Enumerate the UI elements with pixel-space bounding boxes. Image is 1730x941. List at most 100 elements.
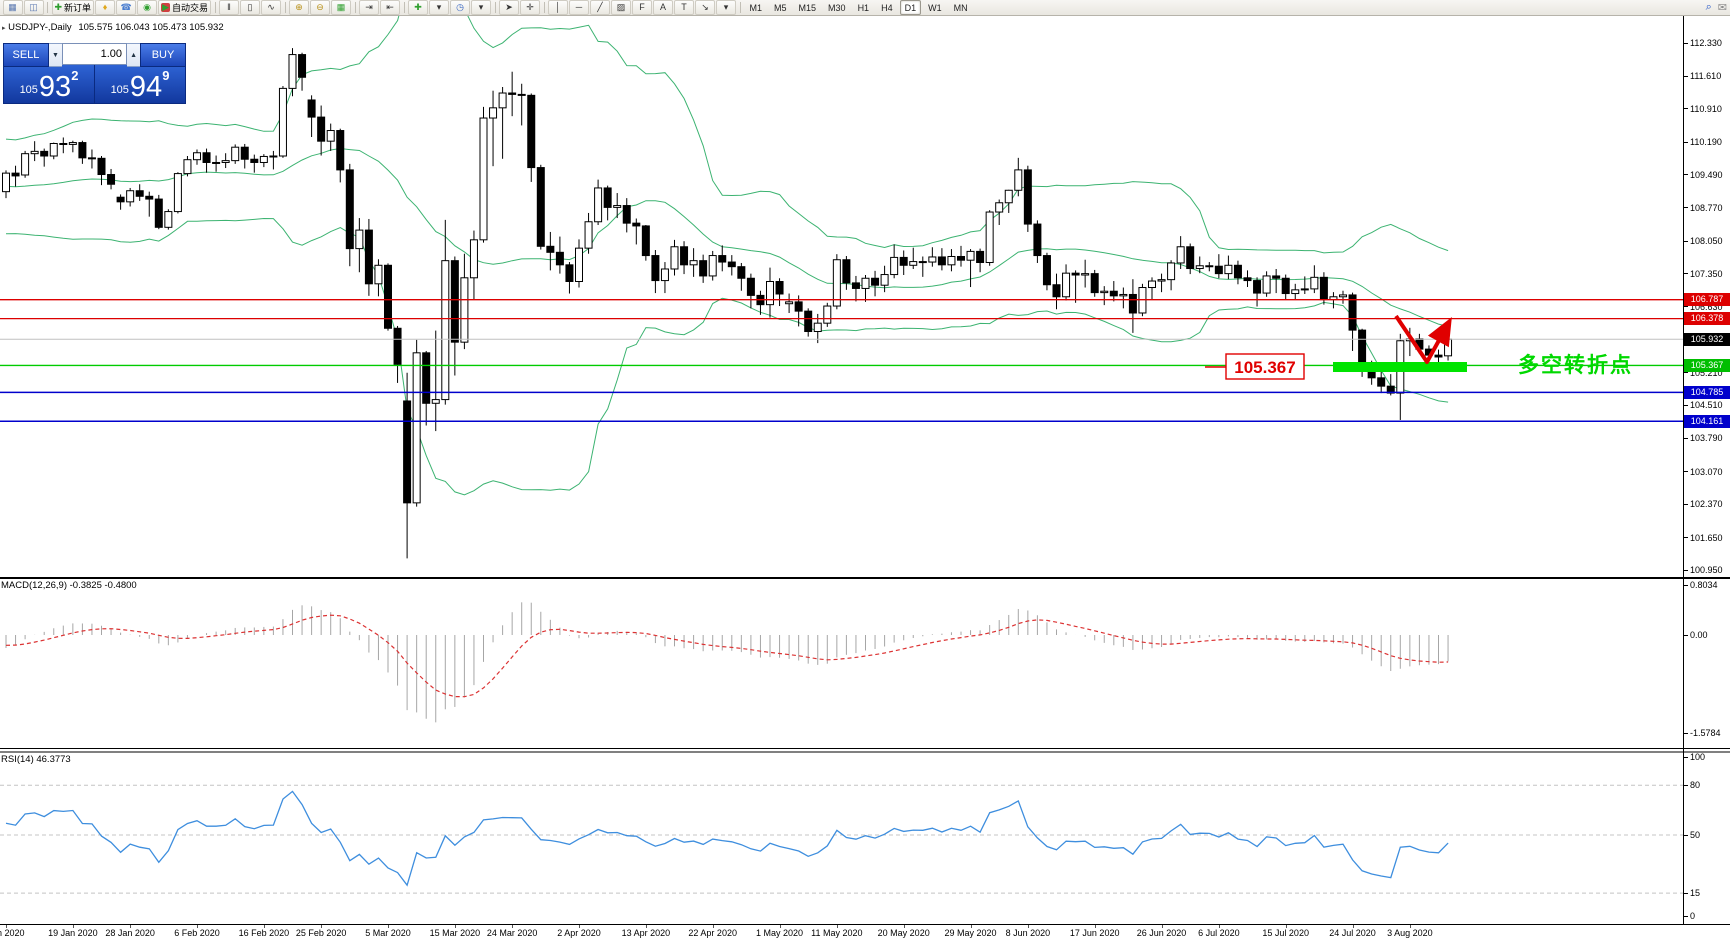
- axis-tick-mark: [1683, 75, 1688, 77]
- axis-tick-mark: [1683, 634, 1688, 636]
- date-tick-label: 11 May 2020: [811, 928, 863, 938]
- date-tick-label: 25 Feb 2020: [295, 928, 347, 938]
- date-tick-label: 3 Aug 2020: [1387, 928, 1433, 938]
- crosshair-icon[interactable]: ✛: [520, 0, 540, 15]
- periods-icon[interactable]: ◷: [450, 0, 470, 15]
- tile-windows-icon: ▦: [336, 2, 346, 12]
- date-tick-mark: [1285, 925, 1287, 928]
- price-line-badge: 105.367: [1684, 358, 1730, 372]
- volume-decrease-button[interactable]: ▼: [48, 43, 62, 67]
- ask-price[interactable]: 105 94 9: [95, 65, 185, 103]
- sell-button[interactable]: SELL: [3, 43, 49, 67]
- cursor-icon[interactable]: ➤: [499, 0, 519, 15]
- channel-icon: ▨: [616, 2, 626, 12]
- date-tick-mark: [1161, 925, 1163, 928]
- arrows-icon: ↘: [701, 2, 709, 12]
- new-chart-icon[interactable]: ▦: [2, 0, 23, 15]
- date-tick-label: 17 Jun 2020: [1069, 928, 1120, 938]
- price-tick-label: 112.330: [1690, 38, 1722, 48]
- line-chart-icon[interactable]: ∿: [261, 0, 281, 15]
- timeframe-m1-button[interactable]: M1: [749, 2, 763, 13]
- price-line-badge: 106.378: [1684, 312, 1730, 326]
- indicators-icon[interactable]: ✚: [408, 0, 428, 15]
- ask-pipette: 9: [162, 68, 170, 83]
- trendline-icon[interactable]: ╱: [590, 0, 610, 15]
- zoom-out-icon[interactable]: ⊖: [310, 0, 330, 15]
- axis-tick-mark: [1683, 569, 1688, 571]
- axis-tick-mark: [1683, 537, 1688, 539]
- rsi-axis-label: 100: [1690, 752, 1706, 762]
- timeframe-d1-button[interactable]: D1: [899, 0, 922, 15]
- fibonacci-icon[interactable]: F: [632, 0, 652, 15]
- cursor-icon: ➤: [505, 2, 513, 12]
- duster-icon[interactable]: ♦: [95, 0, 116, 15]
- text-icon[interactable]: A: [653, 0, 673, 15]
- time-axis-border: [0, 924, 1730, 925]
- toolbar-separator: [47, 2, 48, 13]
- date-tick-label: 6 Feb 2020: [174, 928, 220, 938]
- new-order-button[interactable]: ✚ 新订单: [51, 0, 95, 15]
- chart-profiles-icon: ◫: [29, 2, 38, 12]
- axis-tick-mark: [1683, 108, 1688, 110]
- date-tick-mark: [970, 925, 972, 928]
- axis-tick-mark: [1683, 141, 1688, 143]
- signals-icon[interactable]: ◉: [137, 0, 158, 15]
- note-text-cn[interactable]: 多空转折点: [1518, 353, 1633, 377]
- chat-icon[interactable]: ✉: [1717, 2, 1727, 14]
- timeframe-mn-button[interactable]: MN: [953, 2, 968, 13]
- price-tick-label: 110.190: [1690, 137, 1722, 148]
- signals-icon: ◉: [143, 2, 151, 12]
- timeframe-h4-button[interactable]: H4: [881, 2, 893, 13]
- price-tick-label: 106.630: [1690, 301, 1723, 312]
- arrows-dropdown[interactable]: ▾: [716, 0, 736, 15]
- timeframe-h1-button[interactable]: H1: [857, 2, 870, 13]
- price-callout-box[interactable]: [1225, 353, 1305, 380]
- bollinger-middle-band: [5, 147, 1449, 327]
- arrows-icon[interactable]: ↘: [695, 0, 715, 15]
- volume-input[interactable]: [62, 43, 127, 65]
- volume-increase-button[interactable]: ▲: [127, 43, 141, 67]
- reversal-arrow[interactable]: [1394, 314, 1452, 364]
- channel-icon[interactable]: ▨: [611, 0, 631, 15]
- toolbar-separator: [739, 2, 741, 13]
- chart-shift-icon[interactable]: ⇤: [380, 0, 400, 15]
- autotrade-button[interactable]: ▶ 自动交易: [158, 0, 211, 15]
- date-tick-mark: [1352, 925, 1354, 928]
- price-tick-label: 108.770: [1690, 202, 1723, 213]
- date-tick-label: 2 Apr 2020: [557, 928, 601, 938]
- rsi-axis-label: 50: [1690, 830, 1701, 840]
- bar-chart-icon[interactable]: ‖: [219, 0, 239, 15]
- price-callout-text: 105.367: [1234, 358, 1295, 377]
- date-tick-mark: [903, 925, 905, 928]
- axis-tick-mark: [1683, 756, 1688, 758]
- tile-windows-icon[interactable]: ▦: [331, 0, 351, 15]
- date-tick-mark: [72, 925, 74, 928]
- timeframe-m15-button[interactable]: M15: [798, 2, 817, 13]
- zoom-in-icon[interactable]: ⊕: [289, 0, 309, 15]
- indicators-dropdown[interactable]: ▾: [429, 0, 449, 15]
- date-tick-label: 22 Apr 2020: [688, 928, 737, 938]
- vline-icon: │: [555, 2, 561, 12]
- timeframe-w1-button[interactable]: W1: [928, 2, 942, 13]
- axis-tick-mark: [1683, 471, 1688, 473]
- timeframe-m30-button[interactable]: M30: [828, 2, 846, 13]
- macd-axis-label: -1.5784: [1690, 728, 1721, 739]
- auto-scroll-icon[interactable]: ⇥: [359, 0, 379, 15]
- trendline-icon: ╱: [597, 2, 603, 12]
- timeframe-m5-button[interactable]: M5: [774, 2, 787, 13]
- support-highlight-bar[interactable]: [1333, 362, 1467, 372]
- periods-dropdown[interactable]: ▾: [471, 0, 491, 15]
- vline-icon[interactable]: │: [548, 0, 568, 15]
- search-icon[interactable]: ⌕: [1705, 1, 1712, 13]
- macd-signal-line: [5, 614, 1449, 698]
- candlestick-chart-icon[interactable]: ▯: [240, 0, 260, 15]
- candles-layer: [2, 48, 1453, 559]
- chart-profiles-icon[interactable]: ◫: [23, 0, 44, 15]
- bid-price[interactable]: 105 93 2: [4, 65, 94, 103]
- support-icon[interactable]: ☎: [116, 0, 137, 15]
- label-icon[interactable]: T: [674, 0, 694, 15]
- buy-button[interactable]: BUY: [140, 43, 186, 67]
- one-click-collapse-icon[interactable]: ▸: [2, 25, 6, 32]
- hline-icon[interactable]: ─: [569, 0, 589, 15]
